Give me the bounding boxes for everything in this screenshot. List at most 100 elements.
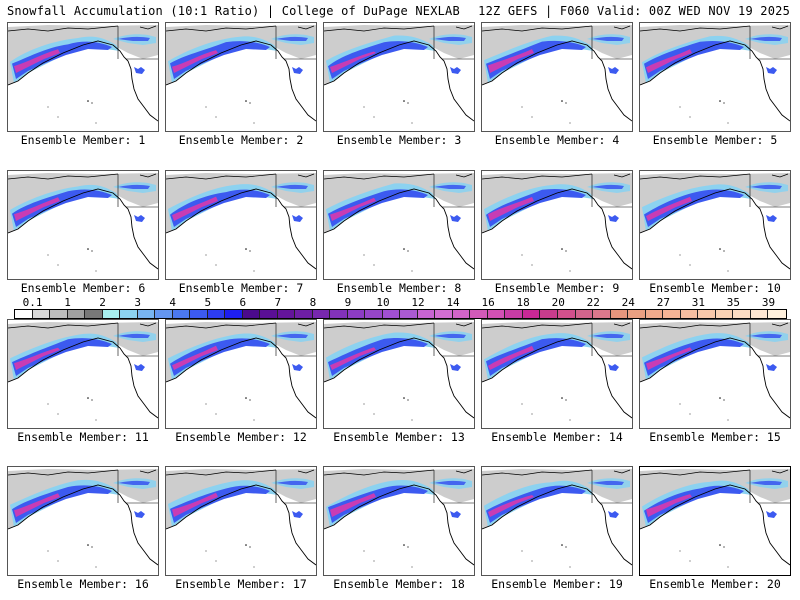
snow-area-extreme [172, 196, 218, 221]
coastline [166, 25, 277, 32]
ensemble-member-label: Ensemble Member: 2 [178, 133, 304, 147]
map-panel [323, 466, 475, 576]
colorbar-tick-label: 9 [344, 296, 352, 309]
coastline [482, 469, 593, 476]
coastline [324, 25, 435, 32]
coastline [324, 469, 435, 476]
snowfall-map [482, 322, 632, 421]
ensemble-member-label: Ensemble Member: 6 [20, 281, 146, 295]
coastline-west [640, 337, 790, 419]
colorbar-segment [487, 310, 506, 318]
snowfall-map [166, 25, 316, 124]
snow-area-extreme [488, 345, 534, 370]
colorbar-segment [557, 310, 576, 318]
snow-area-extreme [330, 493, 376, 517]
colorbar-segment [750, 310, 769, 318]
snow-area-extreme [488, 49, 534, 73]
map-panel [165, 170, 317, 280]
colorbar-segment [85, 310, 103, 318]
colorbar-tick-label: 27 [656, 296, 670, 309]
colorbar-tick-label: 18 [516, 296, 530, 309]
snow-area-heavy [644, 338, 744, 376]
colorbar-segment [207, 310, 226, 318]
map-panel [639, 170, 791, 280]
snow-area-extreme [646, 347, 692, 370]
colorbar-tick-label: 10 [376, 296, 390, 309]
colorbar-segment [768, 310, 786, 318]
snowfall-map [166, 173, 316, 272]
snowfall-map [166, 322, 316, 421]
snowfall-map [640, 469, 790, 568]
colorbar-tick-label: 24 [621, 296, 635, 309]
coastline-west [8, 40, 158, 122]
ensemble-member-label: Ensemble Member: 18 [333, 577, 465, 591]
map-panel [639, 319, 791, 429]
snowfall-map [8, 25, 158, 124]
snow-area-moderate [168, 480, 278, 527]
run-info: 12Z GEFS | F060 Valid: 00Z WED NOV 19 20… [478, 4, 790, 18]
colorbar-tick-label: 2 [99, 296, 106, 309]
coastline-west [640, 188, 790, 270]
coastline [482, 25, 593, 32]
colorbar-segment [312, 310, 331, 318]
coastline [324, 322, 435, 329]
snowfall-map [324, 322, 474, 421]
colorbar-segment [733, 310, 751, 318]
snow-area-extreme [14, 347, 60, 370]
colorbar-segment [295, 310, 313, 318]
map-panel [639, 22, 791, 132]
colorbar-segment [225, 310, 243, 318]
coastline [640, 322, 751, 329]
colorbar-tick-label: 0.1 [22, 296, 43, 309]
ensemble-member-label: Ensemble Member: 14 [491, 430, 623, 444]
ensemble-member-label: Ensemble Member: 13 [333, 430, 465, 444]
coastline [166, 469, 277, 476]
snowfall-map [640, 25, 790, 124]
colorbar-tick-label: 35 [726, 296, 741, 309]
colorbar-tick-label: 31 [691, 296, 705, 309]
ensemble-member-label: Ensemble Member: 4 [494, 133, 620, 147]
snow-area-heavy [170, 338, 270, 376]
coastline-west [8, 188, 158, 270]
snowfall-map [324, 25, 474, 124]
colorbar-segment [698, 310, 716, 318]
coastline [640, 25, 751, 32]
snowfall-map [482, 469, 632, 568]
colorbar-tick-label: 16 [481, 296, 495, 309]
colorbar-segment [680, 310, 699, 318]
coastline [8, 25, 119, 32]
colorbar-tick-label: 6 [239, 296, 247, 309]
colorbar-segment [522, 310, 541, 318]
colorbar-tick-label: 7 [274, 296, 282, 309]
colorbar-segment [593, 310, 611, 318]
colorbar-segment [102, 310, 121, 318]
snow-area-extreme [14, 493, 60, 517]
coastline [166, 322, 277, 329]
colorbar-segment [628, 310, 646, 318]
colorbar-segment [172, 310, 191, 318]
snow-area-extreme [330, 197, 376, 221]
colorbar-segment [540, 310, 558, 318]
snow-area-extreme [646, 49, 692, 73]
coastline [482, 322, 593, 329]
colorbar-segment [190, 310, 208, 318]
ensemble-member-label: Ensemble Member: 12 [175, 430, 307, 444]
colorbar-segment [505, 310, 523, 318]
map-panel [481, 22, 633, 132]
snow-area-extreme [646, 494, 692, 517]
colorbar-segment [330, 310, 348, 318]
snow-area-moderate [642, 480, 752, 527]
colorbar-segment [260, 310, 278, 318]
snowfall-map [640, 322, 790, 421]
map-panel [7, 170, 159, 280]
coastline [8, 469, 119, 476]
ensemble-member-label: Ensemble Member: 19 [491, 577, 623, 591]
colorbar-segment [435, 310, 453, 318]
snow-area-extreme [172, 345, 218, 370]
map-panel [7, 319, 159, 429]
map-panel [639, 466, 791, 576]
coastline-west [482, 188, 632, 270]
snow-area-extreme [172, 492, 218, 517]
coastline-west [482, 337, 632, 419]
colorbar-segment [120, 310, 138, 318]
